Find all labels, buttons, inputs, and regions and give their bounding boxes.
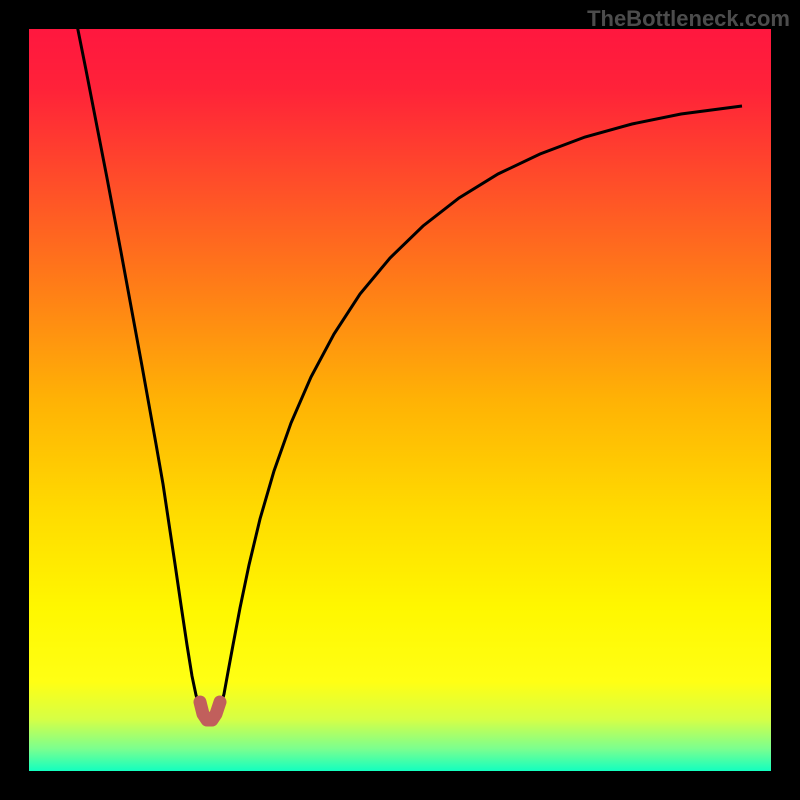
left-curve xyxy=(72,0,199,705)
chart-container: TheBottleneck.com xyxy=(0,0,800,800)
watermark-label: TheBottleneck.com xyxy=(587,6,790,32)
plot-frame xyxy=(29,29,771,771)
dip-marker-icon xyxy=(200,702,220,720)
right-curve xyxy=(221,106,742,705)
curves-svg xyxy=(29,29,771,771)
